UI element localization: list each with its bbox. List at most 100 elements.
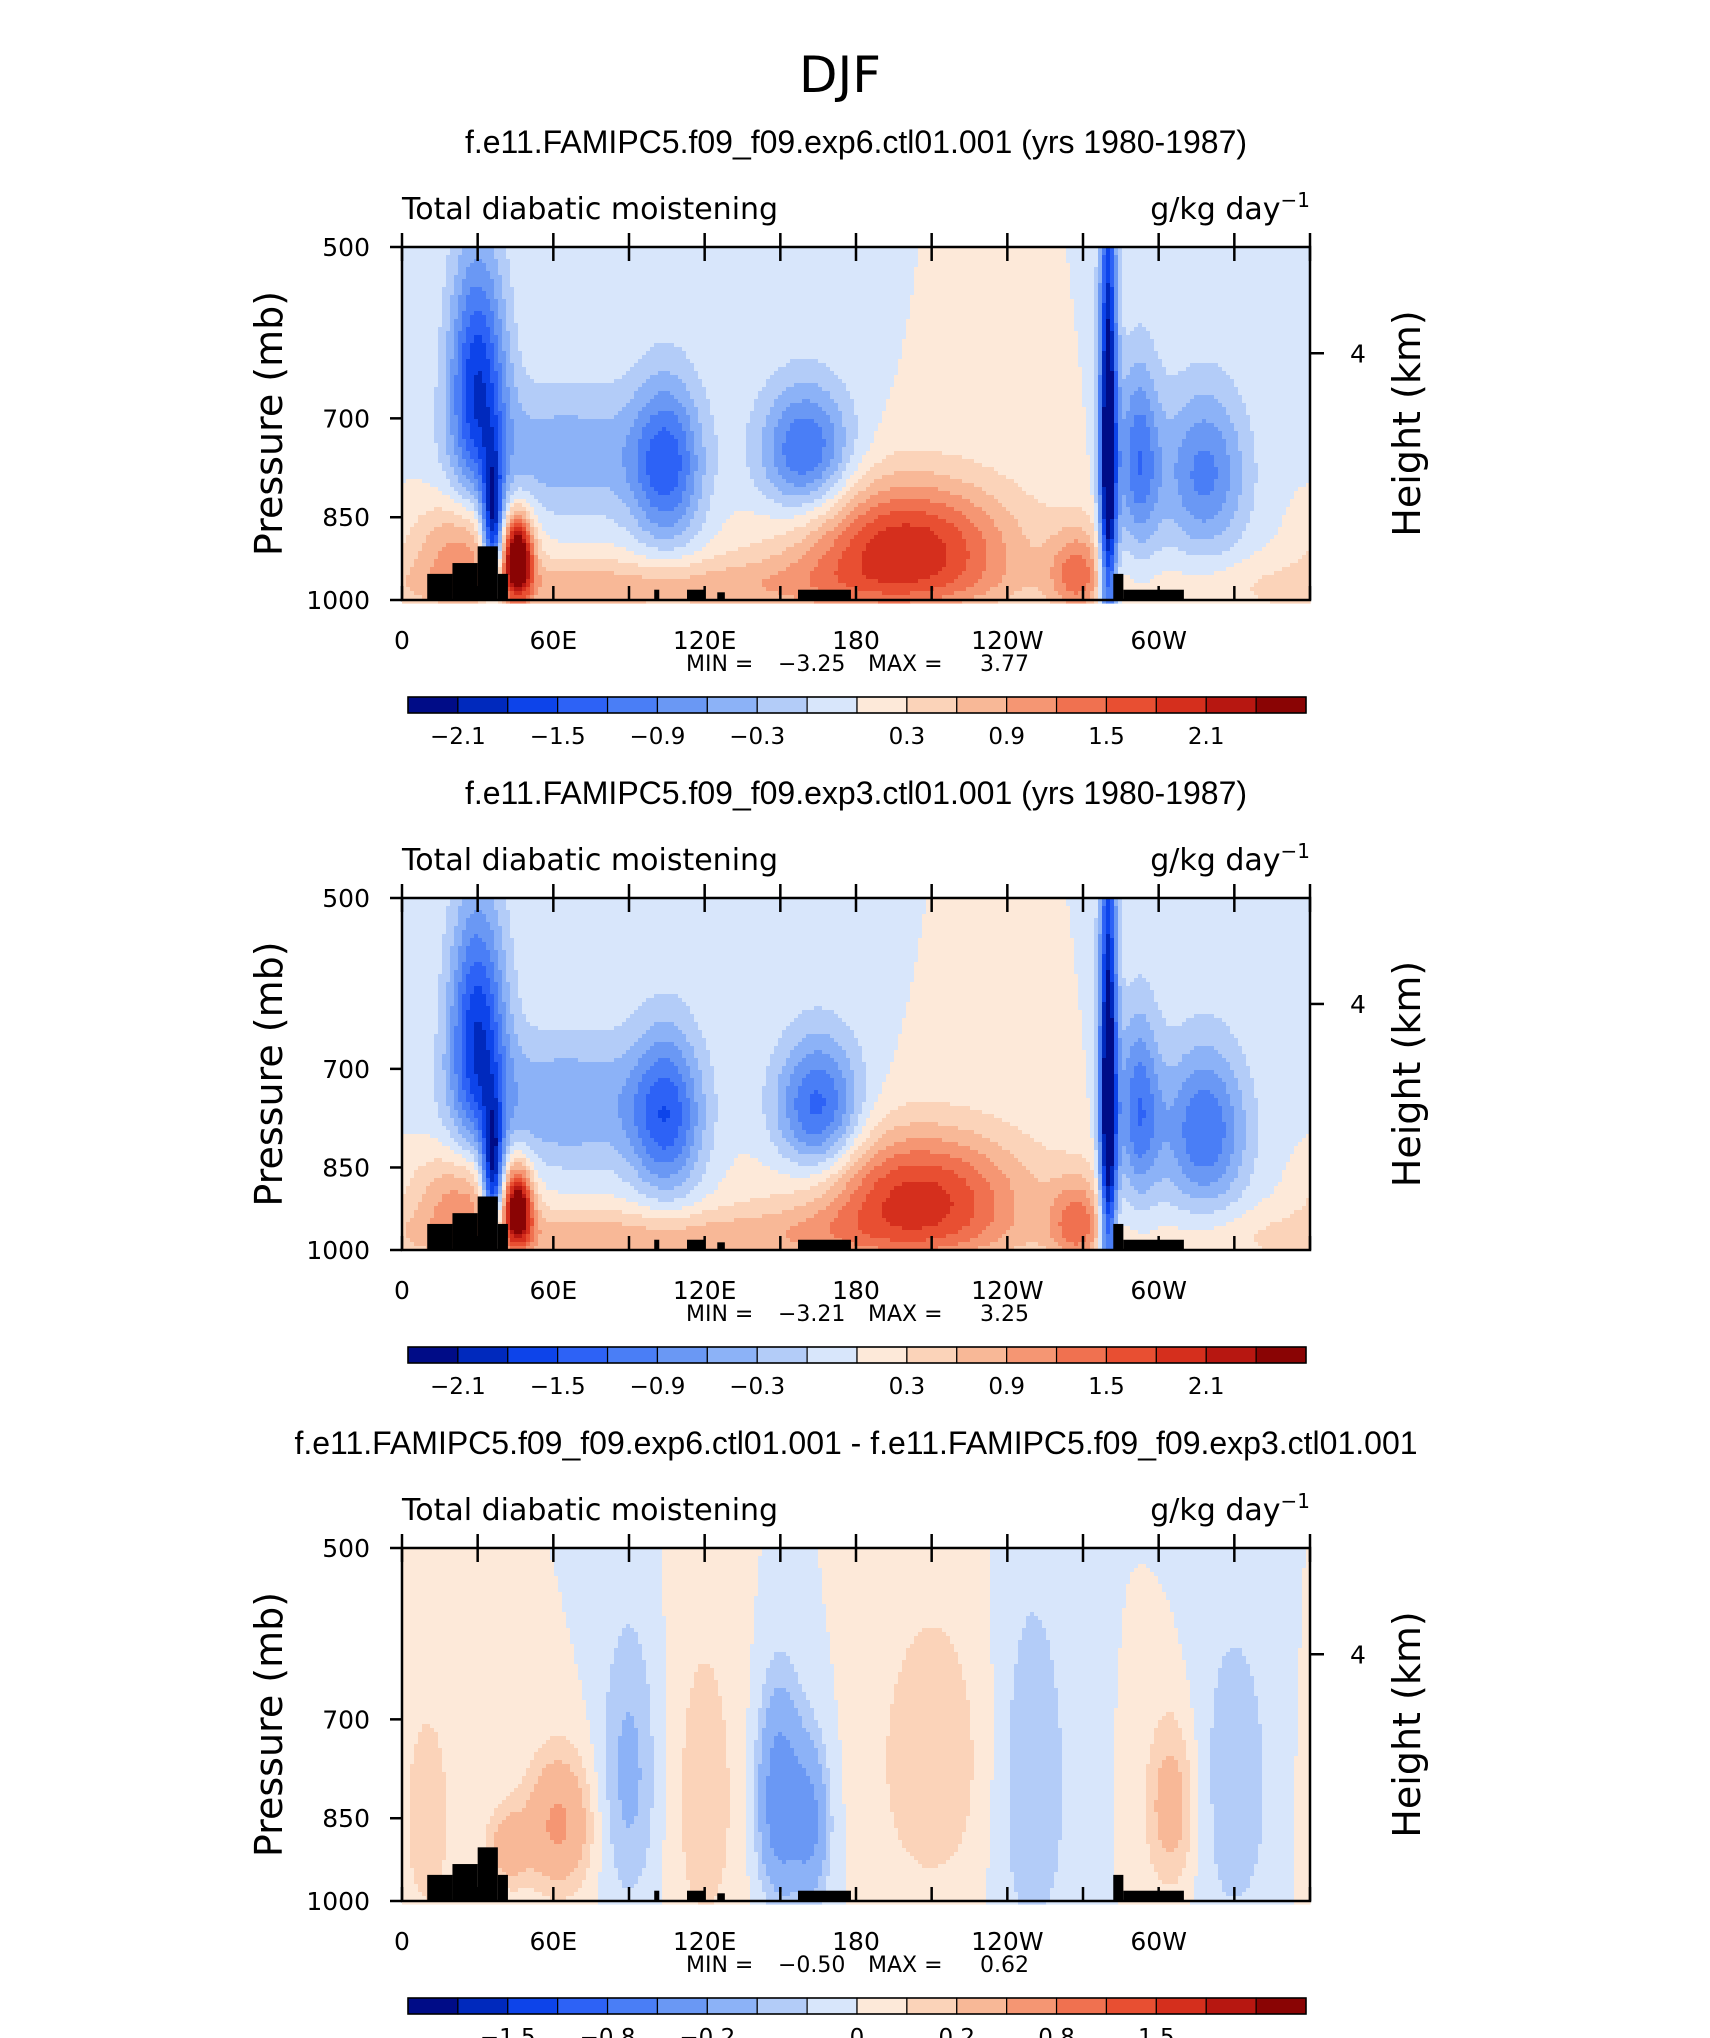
topography-block <box>477 546 498 600</box>
topography-block <box>1113 1874 1124 1901</box>
topography-block <box>497 1223 508 1250</box>
colorbar-box <box>1105 1997 1157 2015</box>
contour-field <box>402 898 1311 1251</box>
topography-block <box>427 573 453 600</box>
colorbar-box <box>1205 1997 1257 2015</box>
y-tick-label: 850 <box>322 503 370 532</box>
colorbar-label: −1.5 <box>530 724 586 750</box>
y-tick-label: 700 <box>322 1055 370 1084</box>
y-tick-label: 1000 <box>306 1887 370 1916</box>
units-text: g/kg day <box>1150 1493 1280 1528</box>
x-tick-label: 60E <box>530 1927 578 1956</box>
panel-units-label: g/kg day−1 <box>1150 1489 1310 1528</box>
max-label: MAX = <box>868 1302 943 1327</box>
x-tick-label: 120W <box>971 626 1043 655</box>
max-label: MAX = <box>868 1953 943 1978</box>
topography-block <box>497 573 508 600</box>
topography-block <box>687 1239 705 1250</box>
x-tick-label: 60W <box>1130 1927 1187 1956</box>
topography-block <box>1113 1223 1124 1250</box>
panel-title: f.e11.FAMIPC5.f09_f09.exp3.ctl01.001 (yr… <box>465 775 1247 811</box>
colorbar-box <box>706 696 758 714</box>
topography-block <box>654 1239 660 1250</box>
colorbar-box <box>1055 1997 1108 2015</box>
colorbar-box <box>1205 1346 1257 1364</box>
colorbar-box <box>606 1997 659 2015</box>
colorbar-box <box>557 1997 609 2015</box>
colorbar-box <box>557 1346 609 1364</box>
colorbar-box <box>1105 696 1157 714</box>
y-right-tick-label: 4 <box>1350 990 1366 1019</box>
x-tick-label: 120E <box>673 1927 737 1956</box>
topography-block <box>797 589 851 600</box>
colorbar-box <box>706 1346 758 1364</box>
y-tick-label: 1000 <box>306 1236 370 1265</box>
colorbar-box <box>756 696 808 714</box>
colorbar-box <box>906 1997 958 2015</box>
topography-block <box>477 1196 498 1250</box>
colorbar-frame <box>407 1997 1307 2015</box>
min-value: −0.50 <box>778 1953 845 1978</box>
y-tick-label: 700 <box>322 404 370 433</box>
x-tick-label: 120E <box>673 626 737 655</box>
max-value: 0.62 <box>980 1953 1029 1978</box>
colorbar-box <box>1055 1346 1108 1364</box>
x-tick-label: 60W <box>1130 626 1187 655</box>
min-label: MIN = <box>686 1953 753 1978</box>
colorbar-box <box>1255 1997 1307 2015</box>
colorbar-box <box>806 696 858 714</box>
colorbar-label: 0.3 <box>889 1374 926 1400</box>
panel-title: f.e11.FAMIPC5.f09_f09.exp6.ctl01.001 - f… <box>294 1425 1417 1461</box>
colorbar-box <box>507 696 559 714</box>
colorbar-box <box>557 696 609 714</box>
colorbar-label: −0.2 <box>679 2025 735 2038</box>
x-tick-label: 120W <box>971 1276 1043 1305</box>
chart-panel-1: f.e11.FAMIPC5.f09_f09.exp6.ctl01.001 (yr… <box>247 124 1429 750</box>
topography-block <box>797 1239 851 1250</box>
colorbar-box <box>606 696 659 714</box>
min-value: −3.25 <box>778 652 845 677</box>
x-tick-label: 180 <box>832 1276 880 1305</box>
colorbar-box <box>856 1346 908 1364</box>
page-title: DJF <box>799 46 881 104</box>
colorbar-box <box>1155 1997 1207 2015</box>
topography-block <box>654 1890 660 1901</box>
colorbar-frame <box>407 696 1307 714</box>
colorbar-box <box>606 1346 659 1364</box>
colorbar-box <box>656 1346 708 1364</box>
max-value: 3.77 <box>980 652 1029 677</box>
y-axis-label: Pressure (mb) <box>247 1592 291 1857</box>
y-axis-right-label: Height (km) <box>1385 1611 1429 1837</box>
colorbar-label: −0.9 <box>630 724 686 750</box>
y-tick-label: 500 <box>322 884 370 913</box>
y-tick-label: 500 <box>322 233 370 262</box>
topography-block <box>687 1890 705 1901</box>
colorbar-box <box>1205 696 1257 714</box>
min-value: −3.21 <box>778 1302 845 1327</box>
colorbar-label: 0.2 <box>938 2025 975 2038</box>
panel-units-label: g/kg day−1 <box>1150 188 1310 227</box>
topography-block <box>1113 573 1124 600</box>
min-label: MIN = <box>686 1302 753 1327</box>
max-label: MAX = <box>868 652 943 677</box>
topography-block <box>717 592 725 600</box>
units-text: g/kg day <box>1150 843 1280 878</box>
y-axis-label: Pressure (mb) <box>247 291 291 556</box>
colorbar-box <box>856 1997 908 2015</box>
colorbar-box <box>806 1346 858 1364</box>
colorbar-label: 0.9 <box>988 1374 1025 1400</box>
colorbar-box <box>906 1346 958 1364</box>
colorbar-box <box>507 1997 559 2015</box>
colorbar-label: 0.9 <box>988 724 1025 750</box>
y-tick-label: 500 <box>322 1534 370 1563</box>
colorbar-label: −0.9 <box>630 1374 686 1400</box>
colorbar-box <box>1006 1997 1058 2015</box>
panel-left-label: Total diabatic moistening <box>401 843 778 878</box>
x-tick-label: 60W <box>1130 1276 1187 1305</box>
topography-block <box>1123 589 1184 600</box>
colorbar-label: 0.3 <box>889 724 926 750</box>
colorbar-box <box>656 1997 708 2015</box>
colorbar-box <box>906 696 958 714</box>
colorbar-label: 1.5 <box>1088 724 1125 750</box>
